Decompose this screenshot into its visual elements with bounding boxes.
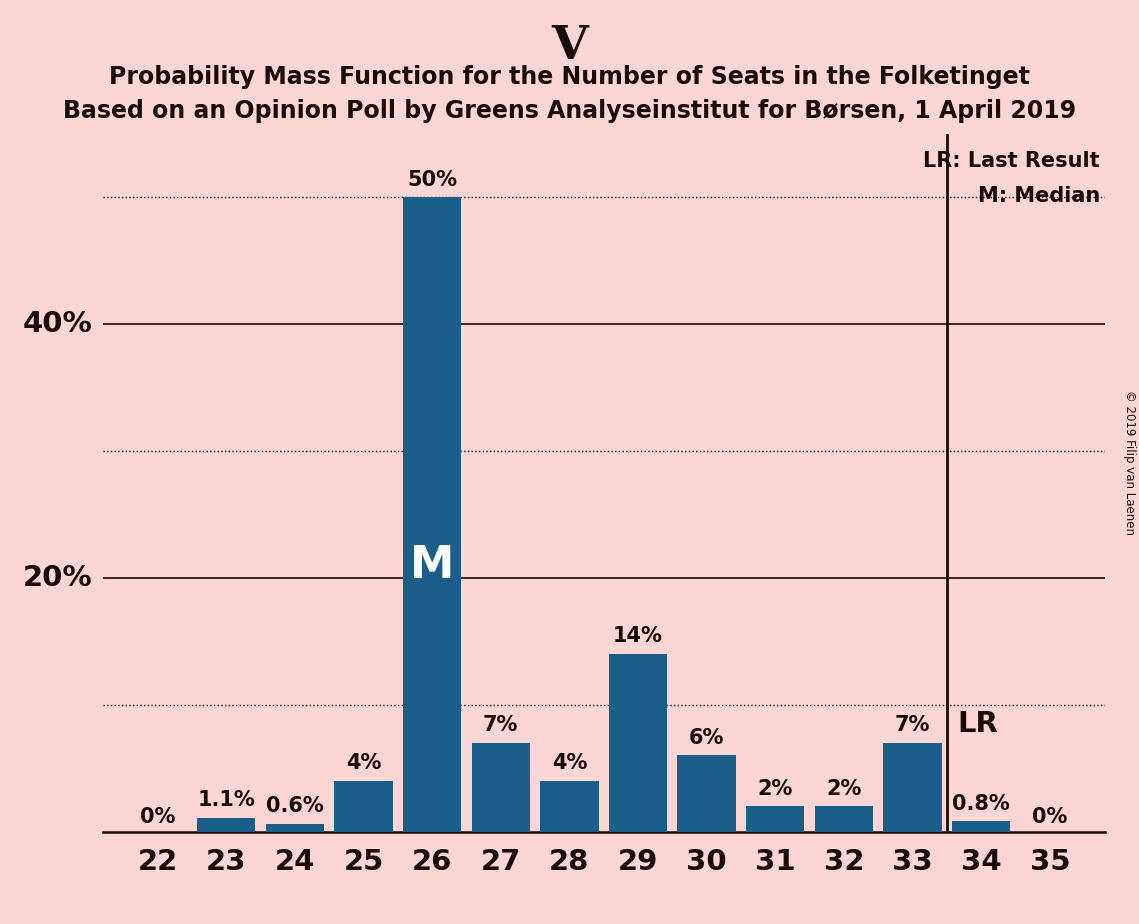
Text: V: V [551,23,588,69]
Text: 7%: 7% [483,715,518,736]
Text: 2%: 2% [826,779,861,798]
Bar [197,818,255,832]
Text: 20%: 20% [23,564,92,592]
Text: 0.8%: 0.8% [952,794,1010,814]
Bar [884,743,942,832]
Text: 50%: 50% [407,170,457,189]
Bar [746,807,804,832]
Text: 6%: 6% [689,728,724,748]
Text: LR: Last Result: LR: Last Result [924,152,1100,172]
Bar [814,807,874,832]
Text: 40%: 40% [23,310,92,338]
Bar [540,781,598,832]
Text: © 2019 Filip van Laenen: © 2019 Filip van Laenen [1123,390,1137,534]
Text: 7%: 7% [895,715,931,736]
Bar [403,198,461,832]
Text: 0.6%: 0.6% [265,796,323,817]
Text: 0%: 0% [140,807,175,827]
Text: Probability Mass Function for the Number of Seats in the Folketinget: Probability Mass Function for the Number… [109,65,1030,89]
Text: M: Median: M: Median [977,187,1100,206]
Text: 2%: 2% [757,779,793,798]
Text: Based on an Opinion Poll by Greens Analyseinstitut for Børsen, 1 April 2019: Based on an Opinion Poll by Greens Analy… [63,99,1076,123]
Text: M: M [410,543,454,587]
Bar [952,821,1010,832]
Text: 0%: 0% [1032,807,1067,827]
Bar [265,824,323,832]
Text: 4%: 4% [346,753,382,773]
Text: 4%: 4% [551,753,587,773]
Bar [609,654,667,832]
Text: 14%: 14% [613,626,663,647]
Bar [334,781,393,832]
Bar [472,743,530,832]
Text: LR: LR [957,710,998,737]
Bar [678,756,736,832]
Text: 1.1%: 1.1% [197,790,255,810]
